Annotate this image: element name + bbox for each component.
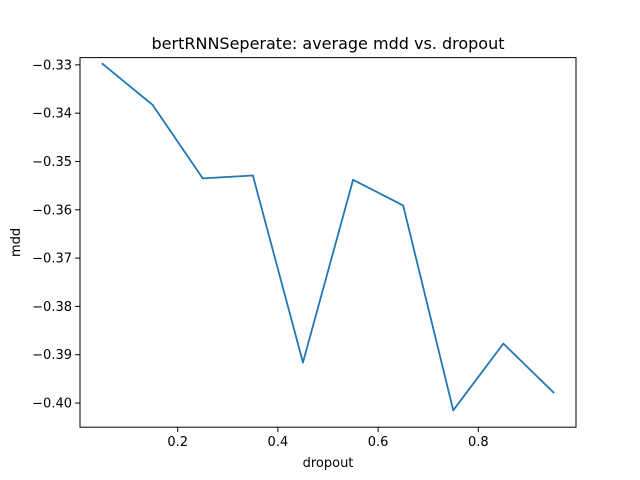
data-point [552,391,555,394]
data-point [452,409,455,412]
series-line [101,62,555,412]
data-point [402,204,405,207]
series-points [101,62,555,412]
y-tick-label: −0.38 [32,300,72,315]
data-point [302,361,304,364]
y-tick-label: −0.37 [32,252,72,267]
y-axis-ticks: −0.40 −0.39 −0.38 −0.37 −0.36 −0.35 −0.34 −0.33 [32,58,80,412]
data-point [151,104,154,106]
x-tick-label: 0.6 [368,435,389,450]
data-point [502,342,505,345]
y-tick-label: −0.40 [32,397,72,412]
chart-title: bertRNNSeperate: average mdd vs. dropout [152,34,505,53]
y-tick-label: −0.36 [32,203,72,218]
plot-frame [79,57,577,428]
x-tick-label: 0.2 [167,435,188,450]
y-tick-label: −0.34 [32,107,72,122]
x-axis-ticks: 0.2 0.4 0.6 0.8 [167,427,489,450]
data-point [352,178,354,181]
y-tick-label: −0.39 [32,348,72,363]
data-point [251,174,254,177]
x-axis-label: dropout [303,456,354,471]
x-tick-label: 0.8 [468,435,489,450]
data-point [201,177,204,180]
y-tick-label: −0.33 [32,58,72,73]
y-axis-label: mdd [9,228,24,257]
data-point [101,62,104,65]
y-tick-label: −0.35 [32,155,72,170]
x-tick-label: 0.4 [268,435,289,450]
